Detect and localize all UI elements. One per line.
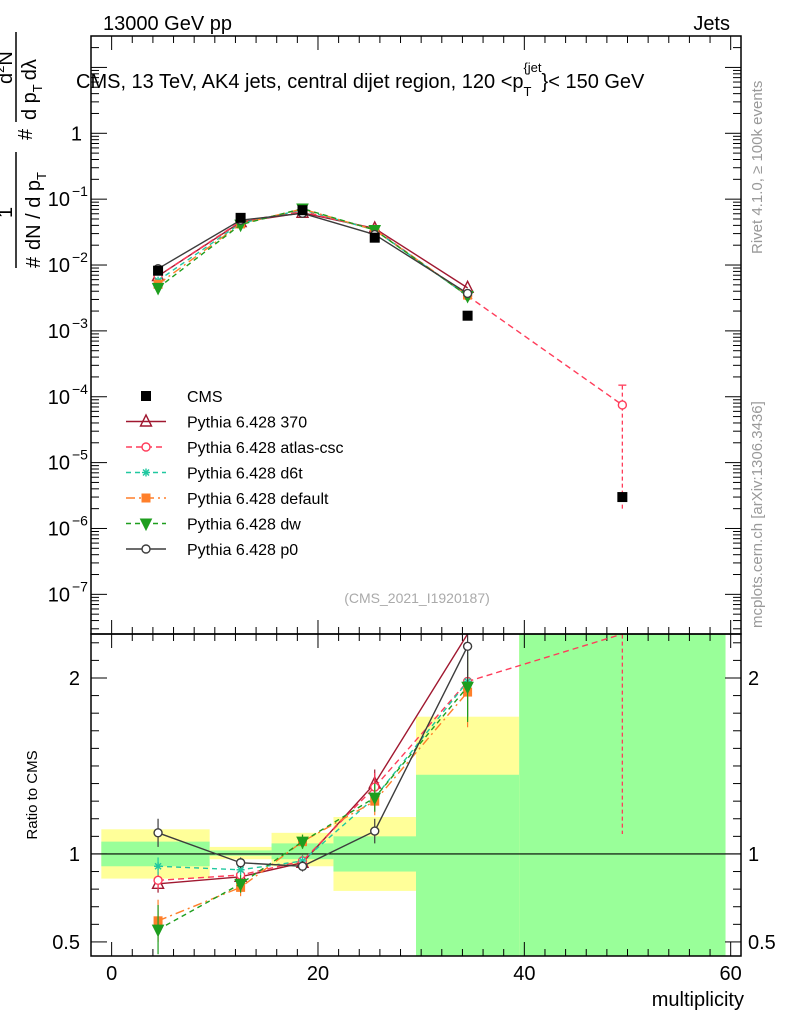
- series-line: [157, 207, 468, 297]
- title-pre: CMS, 13 TeV, AK4 jets, central dijet reg…: [76, 71, 524, 93]
- legend-marker: [142, 468, 150, 477]
- data-point: [235, 212, 246, 223]
- ratio-marker-stroke: [154, 862, 162, 870]
- data-point: [462, 310, 473, 321]
- ratio-marker: [297, 861, 308, 871]
- y-tick-label-main: 10: [48, 255, 70, 277]
- band-green: [416, 774, 520, 956]
- watermark: (CMS_2021_I1920187): [344, 590, 490, 606]
- y-tick-label-main: 10: [48, 518, 70, 540]
- data-point: [369, 232, 380, 243]
- y-tick-exp-main: −1: [72, 183, 88, 199]
- y-tick-label-main: 1: [71, 123, 82, 145]
- y-tick-label-main: 10: [48, 321, 70, 343]
- ratio-marker: [368, 792, 382, 806]
- y-tick-label-main: 10: [48, 453, 70, 475]
- ratio-marker: [234, 878, 247, 892]
- y-tick-label-main: 10: [48, 387, 70, 409]
- header-left: 13000 GeV pp: [103, 13, 232, 35]
- legend: CMS Pythia 6.428 370 Pythia 6.428 atlas-cs…: [126, 389, 344, 559]
- x-tick-label: 60: [720, 963, 742, 985]
- y-tick-label-ratio: 0.5: [52, 932, 80, 954]
- y-tick-exp-main: −6: [72, 512, 88, 528]
- legend-marker: [141, 544, 151, 554]
- y-tick-exp-main: −7: [72, 578, 88, 594]
- y-tick-label-main: 10: [48, 189, 70, 211]
- legend-label-data: CMS: [187, 389, 223, 406]
- ratio-frame: [90, 633, 742, 957]
- x-axis-label: multiplicity: [652, 989, 744, 1011]
- y-tick-exp-main: −2: [72, 249, 88, 265]
- ratio-marker: [151, 924, 165, 938]
- legend-label: Pythia 6.428 370: [187, 415, 307, 432]
- y-tick-label-ratio: 1: [69, 844, 80, 866]
- legend-marker: [139, 518, 153, 532]
- axis-frames: [90, 35, 742, 957]
- data-point: [153, 265, 164, 276]
- ylabel-dN: dN / d pT: [23, 172, 49, 250]
- ratio-marker: [461, 681, 474, 695]
- legend-marker-data: [141, 391, 151, 401]
- data-point: [617, 492, 628, 503]
- y-tick-label-ratio-right: 1: [748, 844, 759, 866]
- ylabel-denom: d pTdλ: [19, 59, 45, 120]
- ratio-marker: [154, 862, 163, 871]
- ratio-marker: [153, 828, 163, 838]
- chart-title: CMS, 13 TeV, AK4 jets, central dijet reg…: [76, 60, 645, 99]
- data-point: [297, 205, 308, 216]
- legend-marker: [139, 413, 153, 427]
- y-tick-label-ratio-right: 2: [748, 668, 759, 690]
- legend-label: Pythia 6.428 p0: [187, 542, 298, 559]
- x-tick-label: 0: [106, 963, 117, 985]
- x-tick-label: 40: [513, 963, 535, 985]
- rivet-label: Rivet 4.1.0, ≥ 100k events: [749, 81, 766, 254]
- y-tick-exp-main: −4: [72, 381, 88, 397]
- band-green: [209, 850, 272, 856]
- x-tick-label: 20: [307, 963, 329, 985]
- legend-label: Pythia 6.428 d6t: [187, 466, 303, 483]
- legend-label: Pythia 6.428 dw: [187, 517, 301, 534]
- ylabel-hash: #: [23, 256, 45, 268]
- ratio-marker: [462, 641, 473, 652]
- y-tick-label-ratio-right: 0.5: [748, 932, 776, 954]
- y-axis-label-main: # dN / d pT 1 # d pTdλ d2N: [0, 32, 49, 268]
- legend-label: Pythia 6.428 atlas-csc: [187, 440, 344, 457]
- ratio-series: [151, 634, 623, 955]
- ratio-marker: [153, 875, 163, 886]
- series-marker: [462, 288, 473, 299]
- legend-label: Pythia 6.428 default: [187, 491, 329, 508]
- ylabel-numer: d2N: [0, 51, 17, 84]
- ratio-uncertainty-bands: [91, 634, 741, 956]
- y-axis-label-ratio: Ratio to CMS: [24, 750, 41, 839]
- mcplots-label: mcplots.cern.ch [arXiv:1306.3436]: [749, 401, 766, 628]
- ylabel-one: 1: [0, 207, 17, 218]
- ratio-marker: [370, 826, 380, 836]
- ratio-marker-stroke: [237, 866, 245, 874]
- title-sup: {jet: [523, 60, 541, 75]
- title-post: }< 150 GeV: [542, 71, 646, 93]
- header-right: Jets: [693, 13, 730, 35]
- ratio-marker: [296, 836, 309, 850]
- legend-marker-stroke: [142, 469, 150, 476]
- band-green: [519, 634, 726, 956]
- series-marker: [151, 282, 165, 296]
- y-tick-exp-main: −5: [72, 447, 88, 463]
- y-tick-label-main: 10: [48, 584, 70, 606]
- series-marker: [617, 400, 628, 410]
- main-series: [151, 203, 628, 509]
- series-line: [157, 210, 623, 406]
- title-sub: T: [524, 84, 532, 99]
- legend-marker: [141, 442, 151, 452]
- ratio-marker: [235, 858, 246, 868]
- y-tick-exp-main: −3: [72, 315, 88, 331]
- ylabel-hash2: #: [15, 128, 37, 140]
- legend-marker: [141, 493, 151, 503]
- y-tick-label-ratio: 2: [69, 668, 80, 690]
- series-line: [157, 212, 468, 295]
